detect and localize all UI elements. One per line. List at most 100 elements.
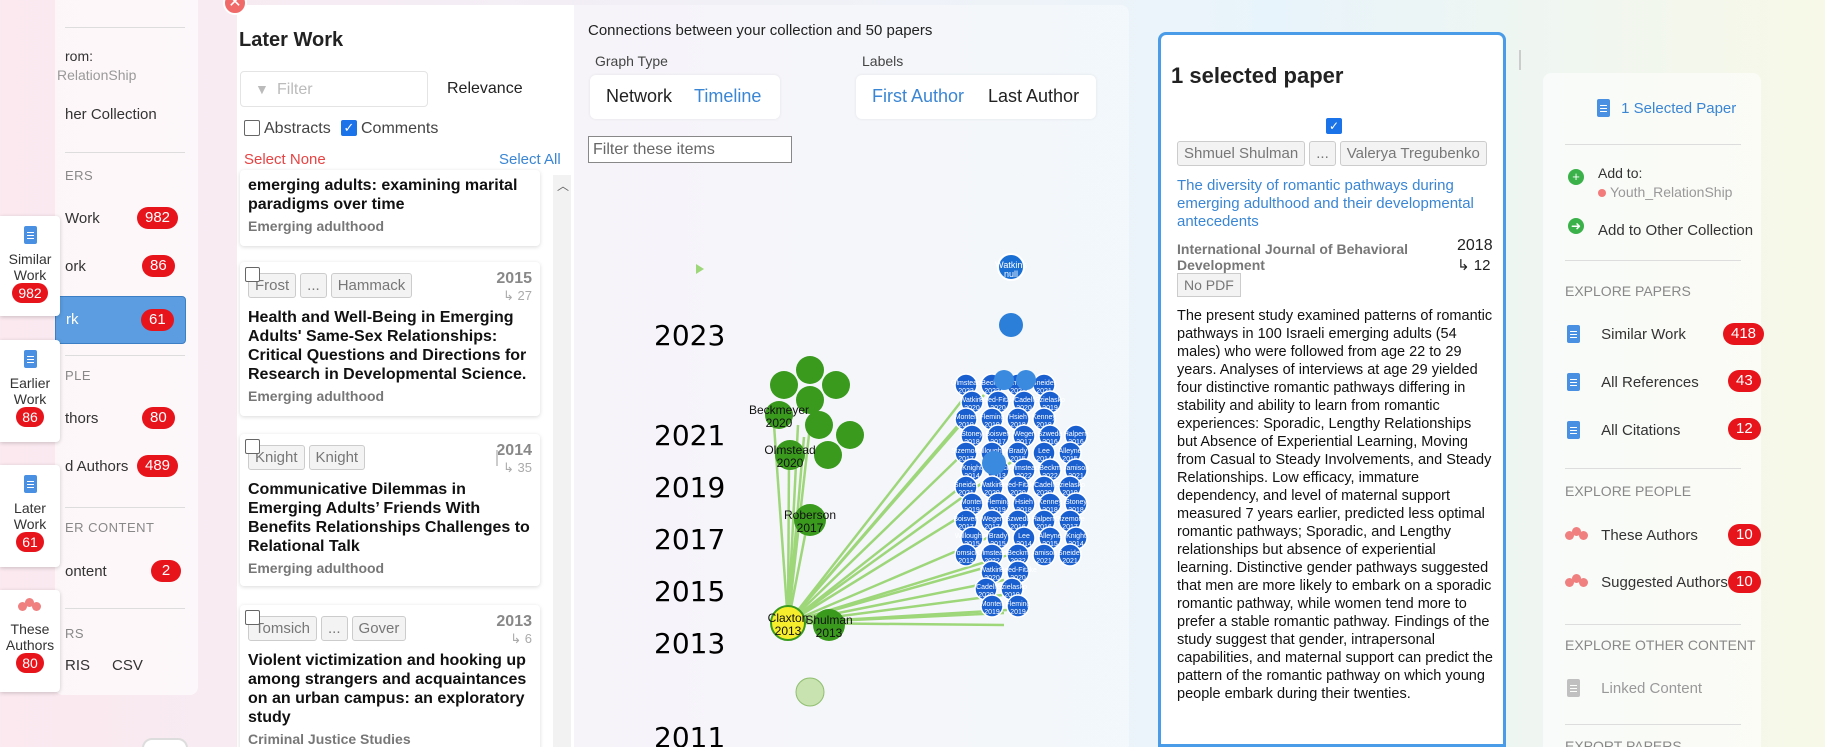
scrollbar[interactable]: ︿ bbox=[553, 175, 571, 747]
filter-input[interactable]: ▼ Filter bbox=[240, 71, 428, 107]
other-collection-link[interactable]: her Collection bbox=[65, 106, 157, 123]
citation-count: ↳ 6 bbox=[510, 631, 532, 646]
author-chip[interactable]: Valerya Tregubenko bbox=[1339, 141, 1487, 166]
add-icon[interactable]: + bbox=[1568, 169, 1584, 185]
paper-checkbox[interactable]: ✓ bbox=[1326, 118, 1342, 134]
node-label: 2019 bbox=[1042, 405, 1058, 412]
node-label: Beckm bbox=[1039, 465, 1061, 472]
menu-later-work-active[interactable]: rk 61 bbox=[55, 296, 186, 344]
paper-card[interactable]: Tomsich... Gover 2013 ↳ 6 Violent victimiz… bbox=[240, 605, 540, 747]
author-chip[interactable]: Gover bbox=[351, 616, 407, 641]
side-tab-later-work[interactable]: Later Work 61 bbox=[0, 465, 60, 567]
add-other-collection-link[interactable]: Add to Other Collection bbox=[1598, 222, 1754, 239]
paper-journal: Criminal Justice Studies bbox=[248, 731, 411, 747]
paper-title-link[interactable]: The diversity of romantic pathways durin… bbox=[1177, 177, 1474, 230]
node-label: null bbox=[1004, 269, 1018, 279]
paper-card[interactable]: emerging adults: examining marital parad… bbox=[240, 170, 540, 246]
paper-card[interactable]: Frost... Hammack 2015 ↳ 27 Health and Well… bbox=[240, 262, 540, 416]
paper-node[interactable] bbox=[982, 451, 1006, 475]
paper-node[interactable] bbox=[836, 421, 864, 449]
paper-node[interactable] bbox=[814, 441, 842, 469]
author-ellipsis[interactable]: ... bbox=[300, 273, 327, 298]
side-tab-earlier-work[interactable]: Earlier Work 86 bbox=[0, 340, 60, 442]
author-ellipsis[interactable]: ... bbox=[321, 616, 348, 641]
menu-these-authors[interactable]: thors bbox=[65, 410, 98, 427]
explore-all-references[interactable]: All References bbox=[1565, 373, 1745, 393]
last-author-option[interactable]: Last Author bbox=[988, 86, 1080, 106]
paper-node[interactable] bbox=[980, 594, 1004, 618]
paper-node[interactable] bbox=[796, 356, 824, 384]
side-tab-these-authors[interactable]: These Authors 80 bbox=[0, 590, 60, 692]
paper-title[interactable]: Health and Well-Being in Emerging Adults… bbox=[248, 309, 527, 383]
paper-node[interactable] bbox=[813, 609, 845, 641]
export-csv-button[interactable]: CSV bbox=[112, 657, 143, 674]
menu-label: ontent bbox=[65, 563, 107, 580]
paper-node[interactable] bbox=[805, 411, 833, 439]
resize-handle[interactable] bbox=[1519, 50, 1522, 70]
side-tab-similar-work[interactable]: Similar Work 982 bbox=[0, 216, 60, 316]
timeline-option[interactable]: Timeline bbox=[694, 86, 762, 106]
node-label: Stoney bbox=[1065, 499, 1087, 506]
paper-node[interactable] bbox=[1058, 543, 1082, 567]
node-author-label: Shulman bbox=[805, 613, 852, 627]
pdf-status[interactable]: No PDF bbox=[1177, 273, 1241, 297]
paper-node[interactable] bbox=[997, 253, 1025, 281]
paper-node[interactable] bbox=[1032, 543, 1056, 567]
explore-these-authors[interactable]: These Authors bbox=[1565, 527, 1745, 545]
select-checkbox[interactable] bbox=[245, 439, 260, 454]
paper-node[interactable] bbox=[822, 371, 850, 399]
paper-node[interactable] bbox=[770, 371, 798, 399]
comments-checkbox[interactable]: ✓ bbox=[341, 120, 357, 136]
paper-node[interactable] bbox=[794, 504, 826, 536]
resize-handle[interactable] bbox=[496, 450, 506, 466]
menu-suggested-authors[interactable]: d Authors bbox=[65, 458, 128, 475]
filter-items-input[interactable]: Filter these items bbox=[588, 136, 792, 163]
author-chip[interactable]: Hammack bbox=[330, 273, 413, 298]
author-ellipsis[interactable]: ... bbox=[1309, 141, 1336, 166]
menu-linked-content[interactable]: ontent bbox=[65, 563, 107, 580]
paper-title[interactable]: emerging adults: examining marital parad… bbox=[248, 177, 518, 213]
menu-similar-work[interactable]: Work bbox=[65, 210, 100, 227]
select-checkbox[interactable] bbox=[245, 267, 260, 282]
paper-node[interactable] bbox=[1006, 594, 1030, 618]
paper-node[interactable] bbox=[796, 386, 824, 414]
collection-link[interactable]: Youth_RelationShip bbox=[1598, 184, 1732, 200]
toggle-switch[interactable] bbox=[142, 738, 188, 747]
export-ris-button[interactable]: RIS bbox=[65, 657, 91, 674]
paper-node[interactable] bbox=[994, 370, 1014, 390]
select-all-link[interactable]: Select All bbox=[499, 151, 561, 168]
node-label: 2014 bbox=[964, 473, 980, 480]
explore-similar-work[interactable]: Similar Work bbox=[1565, 325, 1745, 345]
paper-title[interactable]: Violent victimization and hooking up amo… bbox=[248, 652, 527, 726]
node-label: Reed-Fitzke bbox=[979, 397, 1017, 404]
author-chip[interactable]: Knight bbox=[308, 445, 366, 470]
paper-node[interactable] bbox=[999, 313, 1023, 337]
first-author-option[interactable]: First Author bbox=[872, 86, 965, 106]
paper-node[interactable] bbox=[1016, 370, 1036, 390]
author-chip[interactable]: Shmuel Shulman bbox=[1177, 141, 1306, 166]
sort-select[interactable]: Relevance bbox=[447, 80, 523, 97]
linked-content-link[interactable]: Linked Content bbox=[1565, 679, 1702, 699]
paper-node[interactable] bbox=[775, 440, 805, 470]
selected-node[interactable] bbox=[770, 605, 806, 641]
paper-node[interactable] bbox=[954, 543, 978, 567]
citation-count: ↳ 27 bbox=[503, 288, 532, 303]
selected-paper-link[interactable]: 1 Selected Paper bbox=[1595, 99, 1736, 119]
select-checkbox[interactable] bbox=[245, 610, 260, 625]
paper-card[interactable]: Knight Knight 2014 ↳ 35 Communicative Dile… bbox=[240, 434, 540, 586]
close-icon[interactable]: ✕ bbox=[223, 0, 247, 15]
explore-suggested-authors[interactable]: Suggested Authors bbox=[1565, 574, 1745, 592]
paper-node[interactable] bbox=[765, 401, 793, 429]
count-badge: 982 bbox=[137, 207, 179, 229]
paper-node[interactable] bbox=[795, 677, 825, 707]
menu-earlier-work[interactable]: ork bbox=[65, 258, 86, 275]
collection-name[interactable]: RelationShip bbox=[57, 67, 137, 83]
network-option[interactable]: Network bbox=[606, 86, 673, 106]
select-none-link[interactable]: Select None bbox=[244, 151, 326, 168]
abstracts-checkbox[interactable] bbox=[244, 120, 260, 136]
play-icon[interactable] bbox=[696, 264, 704, 274]
explore-all-citations[interactable]: All Citations bbox=[1565, 421, 1745, 441]
node-author-label: Claxton bbox=[768, 611, 809, 625]
paper-title[interactable]: Communicative Dilemmas in Emerging Adult… bbox=[248, 481, 530, 555]
arrow-right-icon[interactable]: ➜ bbox=[1568, 218, 1584, 234]
